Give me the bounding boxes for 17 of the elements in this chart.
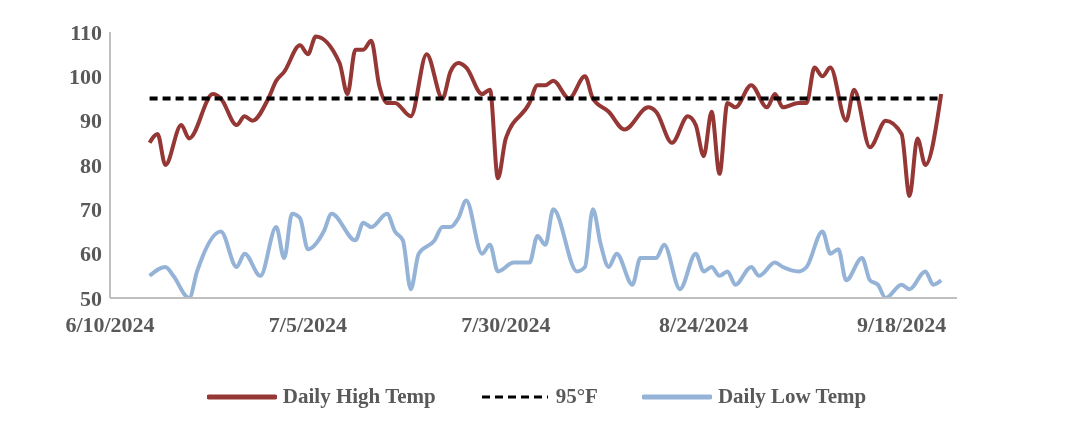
y-tick-label: 60 — [80, 241, 102, 267]
y-tick-label: 70 — [80, 197, 102, 223]
y-tick-label: 50 — [80, 285, 102, 311]
line-series — [147, 198, 944, 298]
line-series — [147, 34, 944, 199]
x-tick-label: 8/24/2024 — [659, 311, 749, 337]
y-tick-label: 90 — [80, 108, 102, 134]
y-tick-label: 80 — [80, 152, 102, 178]
legend-label: Daily High Temp — [282, 384, 436, 409]
legend-label: 95°F — [555, 384, 598, 409]
x-tick-label: 6/10/2024 — [65, 311, 155, 337]
x-tick-label: 7/5/2024 — [268, 311, 348, 337]
y-tick-label: 110 — [70, 19, 102, 45]
y-tick-label: 100 — [69, 64, 102, 90]
legend-label: Daily Low Temp — [717, 384, 867, 409]
x-tick-label: 7/30/2024 — [461, 311, 551, 337]
x-tick-label: 9/18/2024 — [856, 311, 947, 337]
